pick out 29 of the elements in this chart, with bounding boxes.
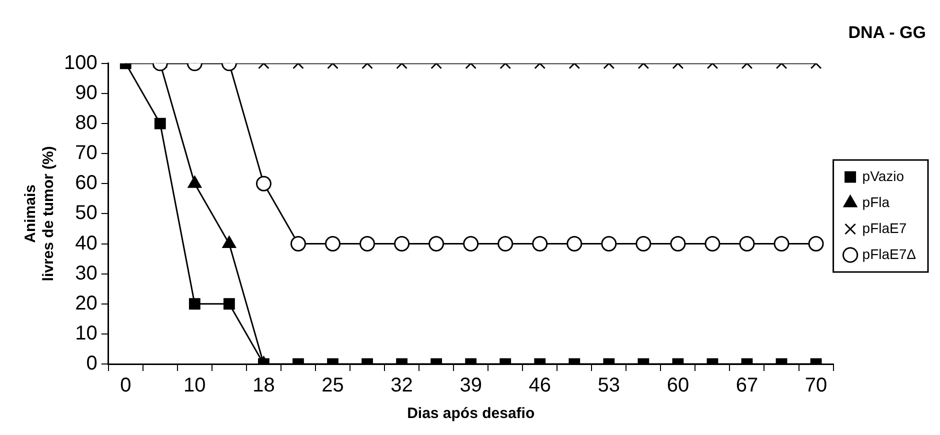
y-tick-label: 20 — [75, 292, 98, 314]
y-tick-label: 60 — [75, 172, 98, 194]
x-tick-label: 0 — [120, 374, 132, 397]
x-tick-label: 32 — [390, 374, 413, 397]
x-tick-label: 10 — [184, 374, 206, 397]
y-tick-label: 70 — [75, 142, 98, 164]
y-tick-label: 30 — [75, 262, 98, 284]
y-tick-label: 10 — [75, 322, 98, 344]
y-tick-label: 100 — [64, 52, 98, 74]
y-tick-label: 0 — [86, 352, 98, 375]
legend-label: pFlaE7Δ — [862, 246, 916, 262]
y-tick-label: 80 — [75, 112, 98, 134]
legend-label: pFlaE7 — [862, 220, 907, 236]
x-tick-label: 70 — [804, 374, 828, 397]
x-axis-title: Dias após desafio — [407, 405, 535, 422]
y-axis-title: Animais livres de tumor (%) — [22, 146, 58, 282]
x-tick-label: 25 — [322, 374, 344, 397]
legend-label: pVazio — [862, 168, 904, 184]
x-tick-label: 18 — [252, 374, 275, 397]
y-tick-label: 40 — [75, 232, 98, 254]
x-tick-label: 60 — [666, 374, 690, 397]
legend-label: pFla — [862, 194, 890, 210]
x-tick-label: 67 — [736, 374, 758, 397]
x-tick-label: 46 — [528, 374, 551, 397]
y-tick-label: 90 — [75, 82, 98, 104]
text: DNA - GG — [848, 22, 926, 42]
x-tick-label: 39 — [460, 374, 482, 397]
y-tick-label: 50 — [75, 202, 98, 224]
x-tick-label: 53 — [598, 374, 620, 397]
